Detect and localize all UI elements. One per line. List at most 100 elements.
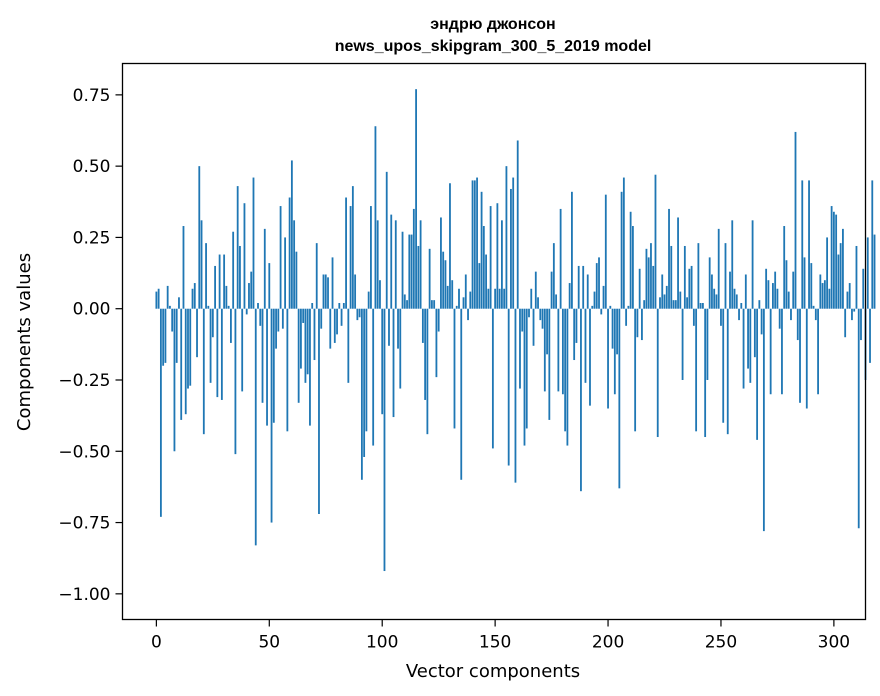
bar-176 (552, 243, 555, 309)
bar-246 (711, 274, 713, 309)
bar-222 (656, 308, 659, 438)
bar-203 (613, 308, 616, 395)
bar-75 (324, 274, 327, 309)
bar-54 (277, 308, 280, 332)
bar-181 (564, 308, 567, 432)
bar-45 (257, 303, 259, 309)
bar-202 (611, 308, 614, 349)
bar-253 (726, 308, 729, 435)
bar-273 (772, 283, 774, 309)
bar-145 (482, 226, 485, 309)
bar-32 (227, 305, 230, 309)
bar-59 (288, 197, 291, 309)
bar-286 (801, 180, 804, 309)
bar-133 (455, 305, 458, 309)
bar-43 (252, 177, 255, 309)
bar-302 (837, 254, 840, 309)
bar-277 (781, 308, 783, 395)
bar-40 (245, 308, 248, 315)
bar-82 (340, 308, 343, 326)
bar-29 (220, 308, 223, 400)
y-tick-label: −0.50 (58, 442, 110, 462)
bar-97 (374, 126, 377, 309)
bar-275 (776, 288, 779, 309)
bar-161 (519, 308, 521, 389)
y-tick-label: −0.25 (58, 371, 110, 391)
bar-160 (516, 140, 519, 309)
bar-18 (196, 308, 198, 358)
y-tick-label: 0.75 (73, 86, 111, 106)
bar-143 (478, 263, 481, 309)
bar-108 (399, 308, 402, 389)
bar-77 (329, 308, 332, 349)
bar-175 (550, 271, 553, 309)
x-tick-label: 200 (592, 633, 624, 653)
bar-299 (830, 206, 833, 309)
bar-252 (724, 243, 727, 309)
bar-298 (828, 288, 831, 309)
bar-256 (733, 288, 736, 309)
bar-7 (171, 308, 174, 332)
bar-38 (241, 308, 244, 392)
bar-105 (392, 308, 395, 418)
bar-178 (557, 308, 560, 392)
bar-121 (428, 248, 431, 309)
bar-64 (300, 308, 302, 369)
bar-296 (823, 280, 826, 309)
bar-132 (453, 308, 456, 429)
bar-41 (248, 283, 250, 309)
bar-47 (261, 308, 264, 403)
bar-232 (679, 291, 682, 309)
bar-46 (259, 308, 262, 326)
bar-125 (437, 308, 440, 332)
bar-88 (354, 274, 357, 309)
bar-172 (543, 308, 546, 392)
bar-12 (182, 226, 185, 309)
bar-223 (659, 297, 661, 309)
bar-81 (338, 303, 341, 309)
bar-305 (844, 308, 847, 338)
bar-261 (744, 274, 747, 309)
bar-30 (223, 254, 226, 309)
bar-153 (501, 220, 503, 309)
bar-177 (555, 294, 558, 309)
bar-208 (625, 308, 628, 326)
y-tick-label: 0.00 (73, 300, 111, 320)
bar-95 (370, 206, 372, 309)
bar-100 (381, 308, 384, 415)
bar-317 (871, 180, 874, 309)
bar-52 (272, 308, 275, 423)
bar-284 (796, 308, 799, 341)
bar-262 (747, 308, 749, 369)
bar-68 (309, 308, 311, 426)
bar-292 (814, 308, 817, 321)
bar-157 (510, 188, 512, 309)
bar-184 (571, 191, 573, 309)
bar-282 (792, 271, 795, 309)
bar-240 (697, 243, 700, 309)
bar-28 (218, 254, 221, 309)
bar-239 (695, 308, 698, 432)
bar-197 (600, 308, 603, 315)
bar-9 (175, 308, 178, 363)
bar-236 (688, 268, 691, 309)
bar-281 (790, 308, 792, 321)
bar-165 (528, 308, 530, 318)
bar-214 (638, 268, 641, 309)
bar-216 (643, 300, 646, 309)
bar-72 (318, 308, 320, 514)
bar-254 (729, 271, 731, 309)
bar-251 (722, 308, 725, 423)
bar-79 (333, 308, 336, 343)
bar-15 (189, 308, 192, 386)
bar-129 (446, 285, 449, 309)
bar-267 (758, 300, 761, 309)
bar-5 (166, 285, 169, 309)
bar-173 (546, 308, 548, 355)
bar-265 (753, 308, 756, 358)
bar-130 (449, 183, 451, 309)
bar-93 (365, 308, 368, 432)
bar-198 (602, 285, 605, 309)
bar-259 (740, 303, 743, 309)
